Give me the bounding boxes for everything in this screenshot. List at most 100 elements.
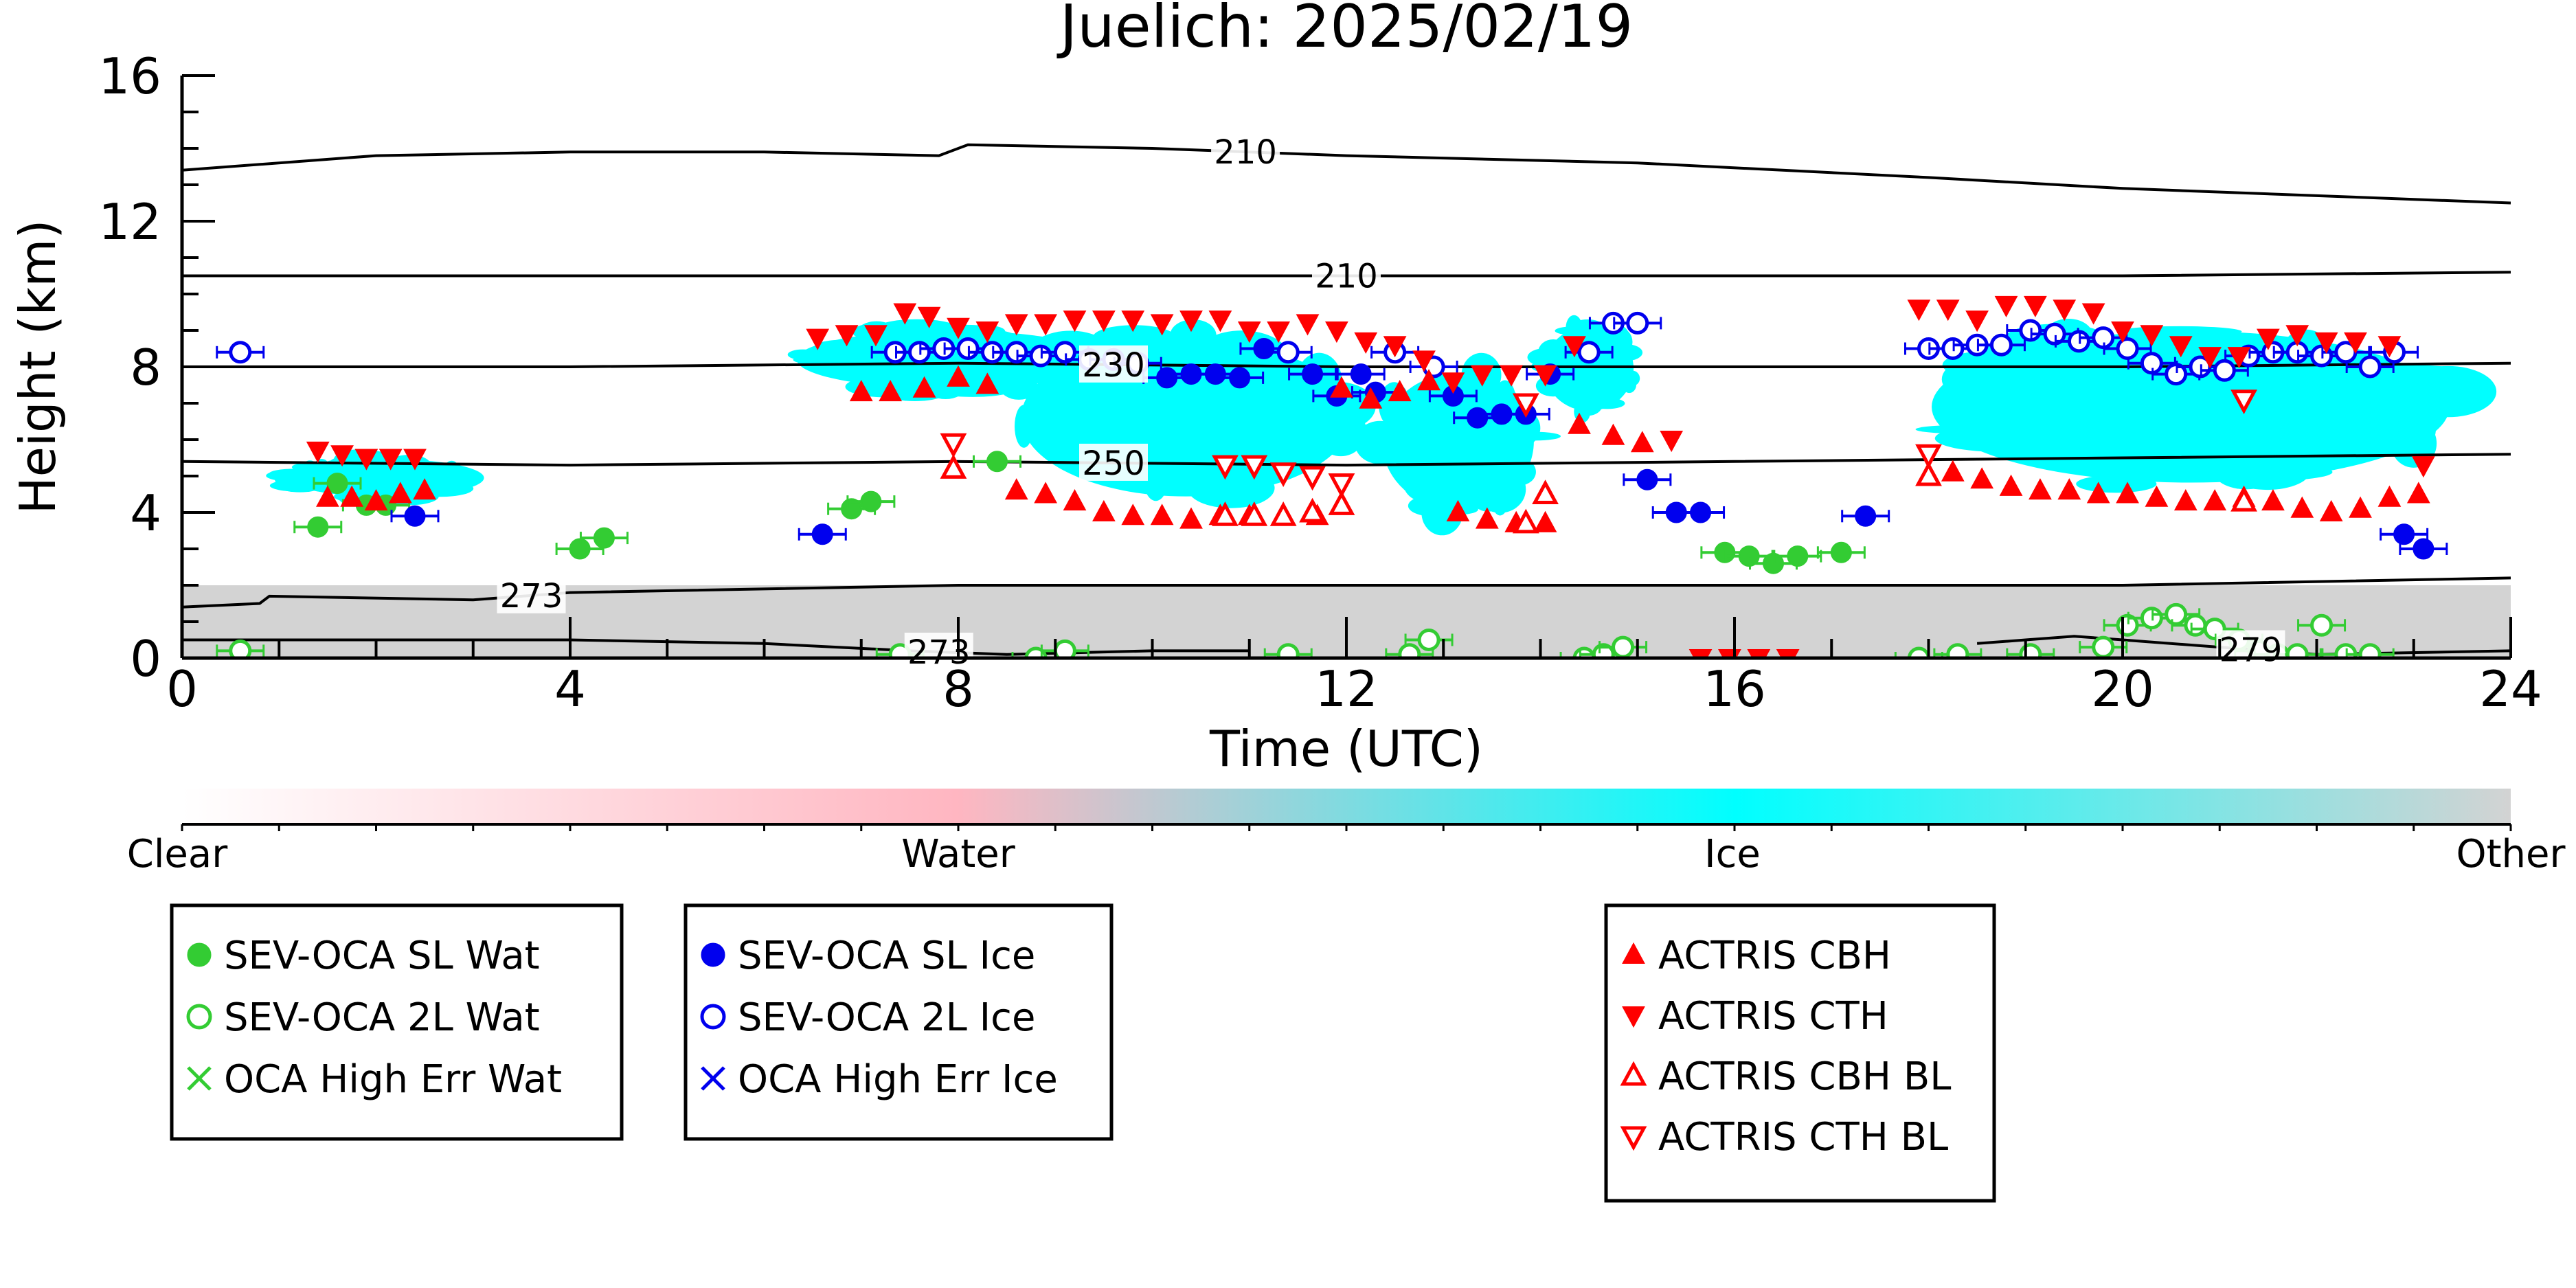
point-actris-cth xyxy=(1747,649,1771,658)
point-sev-oca-2l-wat xyxy=(1612,635,1635,658)
legend-label-sev-oca-sl-wat: SEV-OCA SL Wat xyxy=(224,934,540,978)
point-actris-cbh xyxy=(2406,482,2430,504)
y-tick-label: 0 xyxy=(130,630,161,688)
point-sev-oca-2l-ice xyxy=(1577,341,1601,364)
point-actris-cbh xyxy=(1004,478,1028,500)
point-actris-cth xyxy=(893,303,917,325)
x-tick-label: 20 xyxy=(2091,660,2154,718)
point-actris-cth xyxy=(1383,336,1407,358)
point-actris-cth xyxy=(1563,336,1586,358)
point-sev-oca-2l-ice xyxy=(229,341,252,364)
point-sev-oca-sl-ice xyxy=(404,505,426,527)
point-actris-cth xyxy=(2169,336,2193,358)
point-sev-oca-2l-wat xyxy=(1907,646,1930,658)
point-actris-cth xyxy=(1533,365,1557,387)
point-sev-oca-sl-ice xyxy=(1636,468,1658,490)
point-actris-cth xyxy=(403,449,427,471)
contour-label: 273 xyxy=(907,633,971,672)
point-actris-cth xyxy=(947,317,970,339)
point-sev-oca-sl-wat xyxy=(593,527,615,549)
point-actris-cth xyxy=(2111,321,2134,343)
point-actris-cbh xyxy=(388,482,412,504)
point-actris-cth xyxy=(864,325,888,347)
point-actris-cbh xyxy=(2086,482,2110,504)
series-sev-oca-sl-wat xyxy=(293,451,1866,574)
legend-label-actris-cbh-bl: ACTRIS CBH BL xyxy=(1658,1054,1951,1099)
point-actris-cth-bl xyxy=(2230,389,2257,414)
contour-label: 273 xyxy=(500,577,563,615)
point-actris-cth xyxy=(1063,310,1087,332)
x-tick-label: 4 xyxy=(554,660,586,718)
colorbar-label-other: Other xyxy=(2456,832,2566,877)
legend-box: SEV-OCA SL Ice SEV-OCA 2L Ice OCA High Err… xyxy=(683,903,1114,1141)
x-tick-label: 24 xyxy=(2479,660,2542,718)
point-actris-cbh-bl xyxy=(2230,486,2257,512)
point-actris-cth-bl xyxy=(1915,444,1942,469)
legend-marker-sev-oca-sl-wat xyxy=(187,942,212,967)
point-actris-cth xyxy=(806,328,830,350)
point-actris-cbh xyxy=(2290,496,2314,518)
point-sev-oca-2l-wat xyxy=(2019,643,2042,658)
point-actris-cth xyxy=(2053,300,2077,321)
point-actris-cbh-bl xyxy=(1512,508,1539,534)
point-actris-cth-bl xyxy=(940,433,967,458)
point-actris-cth xyxy=(1688,649,1713,658)
contour-label: 230 xyxy=(1082,346,1145,385)
point-actris-cbh-bl xyxy=(1241,501,1268,526)
point-sev-oca-sl-wat xyxy=(326,473,348,495)
point-sev-oca-2l-ice xyxy=(1626,311,1649,335)
point-sev-oca-sl-ice xyxy=(2413,538,2434,560)
point-sev-oca-sl-ice xyxy=(2393,523,2415,545)
point-sev-oca-sl-ice xyxy=(811,523,833,545)
point-actris-cbh xyxy=(1121,504,1145,526)
point-sev-oca-2l-wat xyxy=(2184,613,2207,637)
point-actris-cth-bl xyxy=(1512,393,1539,418)
point-actris-cth xyxy=(2023,295,2047,317)
point-actris-cth-bl xyxy=(1328,473,1355,498)
point-sev-oca-2l-wat xyxy=(2165,602,2188,626)
point-actris-cth xyxy=(354,449,379,471)
point-actris-cbh xyxy=(1092,499,1116,521)
legend-marker-oca-high-err-ice xyxy=(701,1066,725,1091)
point-actris-cbh xyxy=(2057,478,2081,500)
colorbar-label-water: Water xyxy=(901,832,1016,877)
point-sev-oca-2l-ice xyxy=(1989,333,2013,357)
point-sev-oca-2l-wat xyxy=(2285,643,2309,658)
point-actris-cth xyxy=(1994,295,2018,317)
point-actris-cbh xyxy=(2029,478,2052,500)
contour-label: 250 xyxy=(1082,444,1145,483)
point-sev-oca-2l-wat xyxy=(2092,635,2115,658)
contour-210 xyxy=(182,143,2511,205)
point-sev-oca-2l-wat xyxy=(2358,643,2382,658)
point-actris-cth xyxy=(917,306,941,328)
point-actris-cbh xyxy=(1150,504,1174,526)
point-actris-cth-bl xyxy=(1269,462,1297,487)
point-actris-cth xyxy=(1121,310,1145,332)
legend-label-sev-oca-2l-ice: SEV-OCA 2L Ice xyxy=(738,995,1035,1040)
point-actris-cbh xyxy=(1475,507,1499,529)
point-actris-cth xyxy=(2256,328,2280,350)
point-sev-oca-sl-wat xyxy=(307,516,329,538)
point-actris-cbh xyxy=(2319,499,2343,521)
point-actris-cth-bl xyxy=(1241,455,1268,480)
point-sev-oca-sl-wat xyxy=(860,490,882,512)
series-actris-cth xyxy=(306,295,2435,658)
point-actris-cth xyxy=(306,441,330,463)
point-actris-cbh xyxy=(1359,387,1383,409)
point-actris-cth xyxy=(2411,456,2435,478)
point-actris-cbh-bl xyxy=(1299,497,1326,523)
point-sev-oca-2l-wat xyxy=(2310,613,2334,637)
contour-label: 279 xyxy=(2219,631,2283,669)
point-actris-cth xyxy=(835,325,859,347)
contour-label: 210 xyxy=(1214,133,1277,172)
point-actris-cbh xyxy=(364,489,388,511)
point-sev-oca-2l-wat xyxy=(1276,643,1300,658)
point-actris-cbh xyxy=(1063,489,1087,511)
point-actris-cth xyxy=(2140,325,2164,347)
point-actris-cbh xyxy=(849,380,873,402)
point-actris-cth xyxy=(1936,300,1960,321)
legend-box: ACTRIS CBH ACTRIS CTH ACTRIS CBH BL ACTRIS … xyxy=(1604,903,1996,1203)
point-actris-cth xyxy=(1237,321,1261,343)
point-sev-oca-2l-wat xyxy=(1946,643,1969,658)
point-sev-oca-sl-ice xyxy=(1690,501,1712,523)
